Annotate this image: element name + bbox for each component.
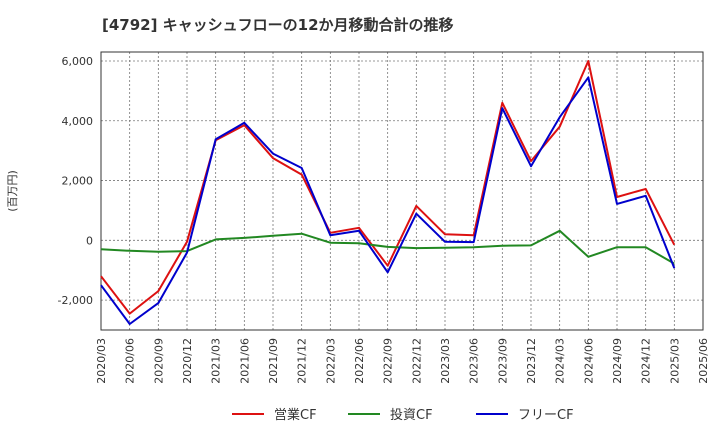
- x-tick-label: 2023/03: [439, 338, 452, 384]
- series-line-2: [100, 229, 675, 265]
- x-tick-label: 2021/03: [210, 338, 223, 384]
- series-line-1: [100, 60, 676, 315]
- x-tick-label: 2025/03: [668, 338, 681, 384]
- series-lines: [100, 60, 676, 325]
- grid-lines: [100, 52, 704, 330]
- x-tick-label: 2022/06: [353, 338, 366, 384]
- y-axis-label: (百万円): [6, 170, 19, 212]
- x-tick-label: 2020/03: [95, 338, 108, 384]
- x-tick-label: 2024/12: [640, 338, 653, 384]
- y-tick-label: 4,000: [62, 115, 94, 128]
- y-axis: -2,000 0 2,000 4,000 6,000: [58, 55, 93, 307]
- x-tick-label: 2020/06: [124, 338, 137, 384]
- x-tick-label: 2024/06: [582, 338, 595, 384]
- legend-label: フリーCF: [518, 408, 574, 423]
- y-tick-label: 0: [86, 234, 93, 247]
- legend-label: 投資CF: [390, 407, 433, 423]
- x-tick-label: 2022/03: [324, 338, 337, 384]
- x-tick-label: 2021/12: [296, 338, 309, 384]
- chart-title: [4792] キャッシュフローの12か月移動合計の推移: [102, 16, 454, 34]
- x-tick-label: 2021/06: [238, 338, 251, 384]
- x-tick-label: 2024/03: [554, 338, 567, 384]
- x-tick-label: 2023/06: [468, 338, 481, 384]
- x-tick-label: 2023/12: [525, 338, 538, 384]
- plot-frame: [100, 51, 704, 331]
- x-tick-label: 2021/09: [267, 338, 280, 384]
- x-tick-label: 2022/12: [410, 338, 423, 384]
- x-tick-label: 2020/12: [181, 338, 194, 384]
- x-tick-label: 2024/09: [611, 338, 624, 384]
- x-tick-label: 2025/06: [697, 338, 710, 384]
- series-line-3: [100, 76, 676, 325]
- y-tick-label: 2,000: [62, 175, 94, 188]
- x-tick-label: 2023/09: [496, 338, 509, 384]
- legend: 営業CF 投資CF フリーCF: [232, 407, 574, 423]
- legend-label: 営業CF: [274, 407, 317, 423]
- x-tick-label: 2022/09: [382, 338, 395, 384]
- x-tick-label: 2020/09: [152, 338, 165, 384]
- y-tick-label: -2,000: [58, 294, 93, 307]
- y-tick-label: 6,000: [62, 55, 94, 68]
- x-axis: 2020/03 2020/06 2020/09 2020/12 2021/03 2021/…: [95, 338, 710, 384]
